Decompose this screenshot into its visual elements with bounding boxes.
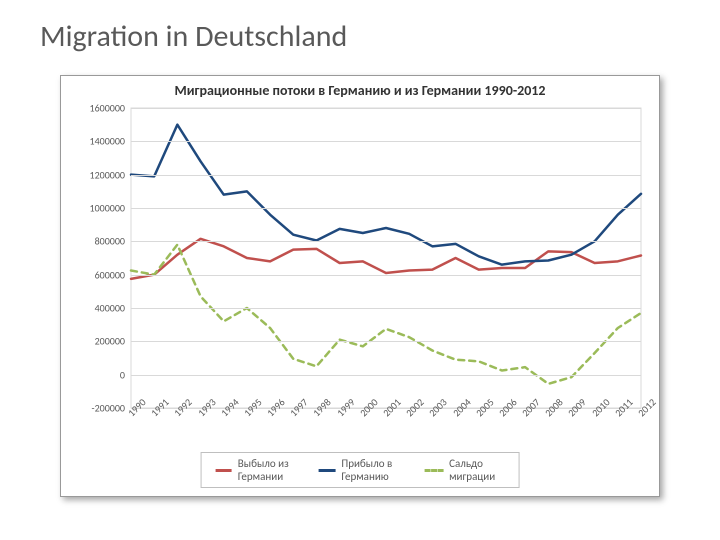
y-tick-label: 0: [120, 368, 125, 381]
grid-line: [131, 208, 641, 209]
legend-label: Прибыло в Германию: [341, 457, 400, 483]
legend-item-immigration: Прибыло в Германию: [319, 457, 400, 483]
y-tick-label: -200000: [92, 402, 125, 415]
grid-line: [131, 341, 641, 342]
y-tick-label: 1600000: [90, 102, 125, 115]
legend-item-emigration: Выбыло из Германии: [216, 457, 295, 483]
legend-item-net: Сальдо миграции: [424, 457, 504, 483]
y-tick-label: 400000: [95, 302, 125, 315]
legend-swatch: [216, 469, 232, 472]
y-tick-label: 1200000: [90, 168, 125, 181]
grid-line: [131, 308, 641, 309]
grid-line: [131, 275, 641, 276]
legend-label: Выбыло из Германии: [238, 457, 295, 483]
y-tick-label: 600000: [95, 268, 125, 281]
grid-line: [131, 141, 641, 142]
plot-border: [131, 108, 641, 408]
series-line-net: [131, 245, 641, 384]
grid-line: [131, 241, 641, 242]
legend-label: Сальдо миграции: [449, 457, 504, 483]
grid-line: [131, 175, 641, 176]
y-tick-label: 800000: [95, 235, 125, 248]
legend-swatch: [424, 469, 443, 472]
chart-container: Миграционные потоки в Германию и из Герм…: [60, 75, 660, 497]
legend-swatch: [319, 469, 335, 472]
grid-line: [131, 108, 641, 109]
chart-lines-svg: [131, 108, 641, 408]
chart-title: Миграционные потоки в Германию и из Герм…: [61, 76, 659, 99]
series-line-immigration: [131, 125, 641, 265]
page-title: Migration in Deutschland: [40, 18, 347, 55]
plot-area: -200000020000040000060000080000010000001…: [131, 108, 641, 408]
chart-legend: Выбыло из Германии Прибыло в Германию Саль…: [201, 452, 520, 488]
y-tick-label: 200000: [95, 335, 125, 348]
y-tick-label: 1400000: [90, 135, 125, 148]
grid-line: [131, 375, 641, 376]
y-tick-label: 1000000: [90, 202, 125, 215]
slide: Migration in Deutschland Миграционные по…: [0, 0, 720, 540]
series-line-emigration: [131, 239, 641, 279]
